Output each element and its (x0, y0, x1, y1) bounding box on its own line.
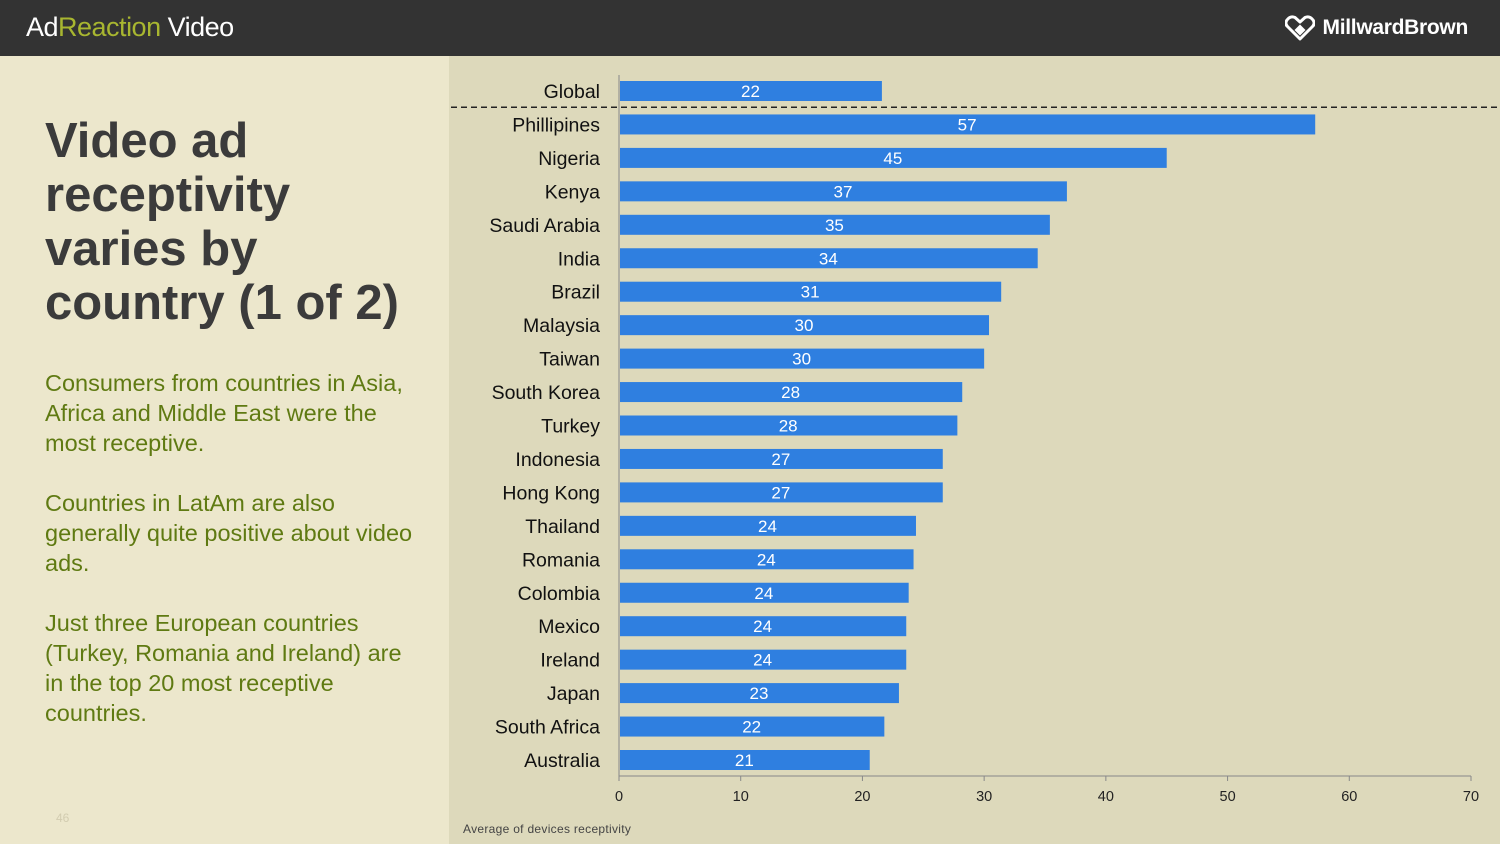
x-tick-label: 40 (1098, 789, 1114, 805)
bar (620, 315, 990, 336)
brand-video: Video (160, 12, 235, 42)
paragraph-3: Just three European countries (Turkey, R… (45, 610, 402, 726)
category-label: Romania (522, 549, 600, 571)
bar-value-label: 37 (833, 182, 852, 201)
category-label: Mexico (538, 616, 600, 638)
bar-value-label: 30 (795, 316, 814, 335)
category-label: Nigeria (538, 148, 600, 170)
category-label: Indonesia (515, 449, 600, 471)
bar-value-label: 35 (825, 216, 844, 235)
bar (620, 415, 958, 436)
category-label: Thailand (525, 516, 600, 538)
bar-value-label: 24 (753, 651, 772, 670)
bar (620, 482, 943, 503)
x-tick-label: 10 (733, 789, 749, 805)
bar-value-label: 23 (750, 684, 769, 703)
bar (620, 281, 1002, 302)
bar (620, 248, 1038, 269)
brand-title: AdReaction Video (26, 12, 234, 43)
millward-brown-logo: MillwardBrown (1284, 13, 1469, 43)
x-tick-label: 30 (976, 789, 992, 805)
category-label: Brazil (551, 282, 600, 304)
bar (620, 81, 882, 101)
bar-value-label: 27 (771, 483, 790, 502)
paragraph-2: Countries in LatAm are also generally qu… (45, 490, 413, 576)
bar (620, 750, 870, 770)
bar (620, 147, 1167, 168)
bar-value-label: 57 (958, 115, 977, 134)
bar (620, 348, 985, 369)
page-number: 46 (56, 811, 70, 825)
x-tick-label: 50 (1220, 789, 1236, 805)
x-tick-label: 20 (854, 789, 870, 805)
bar-value-label: 28 (781, 383, 800, 402)
bar-value-label: 22 (741, 82, 760, 101)
category-label: Colombia (518, 583, 601, 605)
category-label: Australia (524, 750, 600, 772)
x-tick-label: 60 (1341, 789, 1357, 805)
bar (620, 114, 1316, 135)
bar (620, 616, 907, 637)
category-label: South Africa (495, 717, 600, 739)
category-label: Global (544, 81, 600, 103)
bar-value-label: 45 (883, 149, 902, 168)
category-label: Japan (547, 683, 600, 705)
category-label: India (558, 248, 600, 270)
bar (620, 582, 909, 603)
category-label: Phillipines (512, 114, 600, 136)
category-label: South Korea (492, 382, 601, 404)
bar (620, 515, 916, 536)
bar-value-label: 24 (753, 617, 772, 636)
heart-diamond-icon (1284, 15, 1315, 41)
brand-ad: Ad (26, 12, 59, 42)
category-label: Turkey (541, 416, 600, 438)
bar (620, 181, 1067, 202)
bar-value-label: 24 (754, 584, 773, 603)
bar-value-label: 30 (792, 350, 811, 369)
bar-value-label: 24 (758, 517, 777, 536)
bar-value-label: 31 (801, 283, 820, 302)
category-label: Malaysia (523, 315, 600, 337)
bar-value-label: 27 (771, 450, 790, 469)
bar (620, 716, 885, 737)
bar-value-label: 24 (757, 550, 776, 569)
category-label: Ireland (540, 650, 600, 672)
x-tick-label: 70 (1463, 789, 1479, 805)
bar (620, 382, 963, 403)
paragraph-1: Consumers from countries in Asia, Africa… (45, 370, 403, 456)
slide-title: Video ad receptivity varies by country (… (45, 114, 399, 330)
bar (620, 649, 907, 670)
category-label: Kenya (545, 181, 600, 203)
bar (620, 683, 899, 704)
x-axis-label: Average of devices receptivity (463, 822, 632, 836)
bar (620, 214, 1050, 235)
bar-value-label: 22 (742, 718, 761, 737)
text-panel: Video ad receptivity varies by country (… (0, 56, 449, 844)
bar-value-label: 34 (819, 249, 838, 268)
category-label: Hong Kong (502, 482, 600, 504)
category-label: Taiwan (539, 349, 600, 371)
category-label: Saudi Arabia (489, 215, 600, 237)
bar-value-label: 28 (779, 417, 798, 436)
x-tick-label: 0 (615, 789, 623, 805)
logo-text: MillwardBrown (1322, 16, 1469, 39)
bar (620, 549, 914, 570)
top-bar: AdReaction Video MillwardBrown (0, 0, 1500, 56)
bar-value-label: 21 (735, 751, 754, 770)
bar (620, 448, 943, 469)
brand-reaction: Reaction (58, 12, 161, 42)
